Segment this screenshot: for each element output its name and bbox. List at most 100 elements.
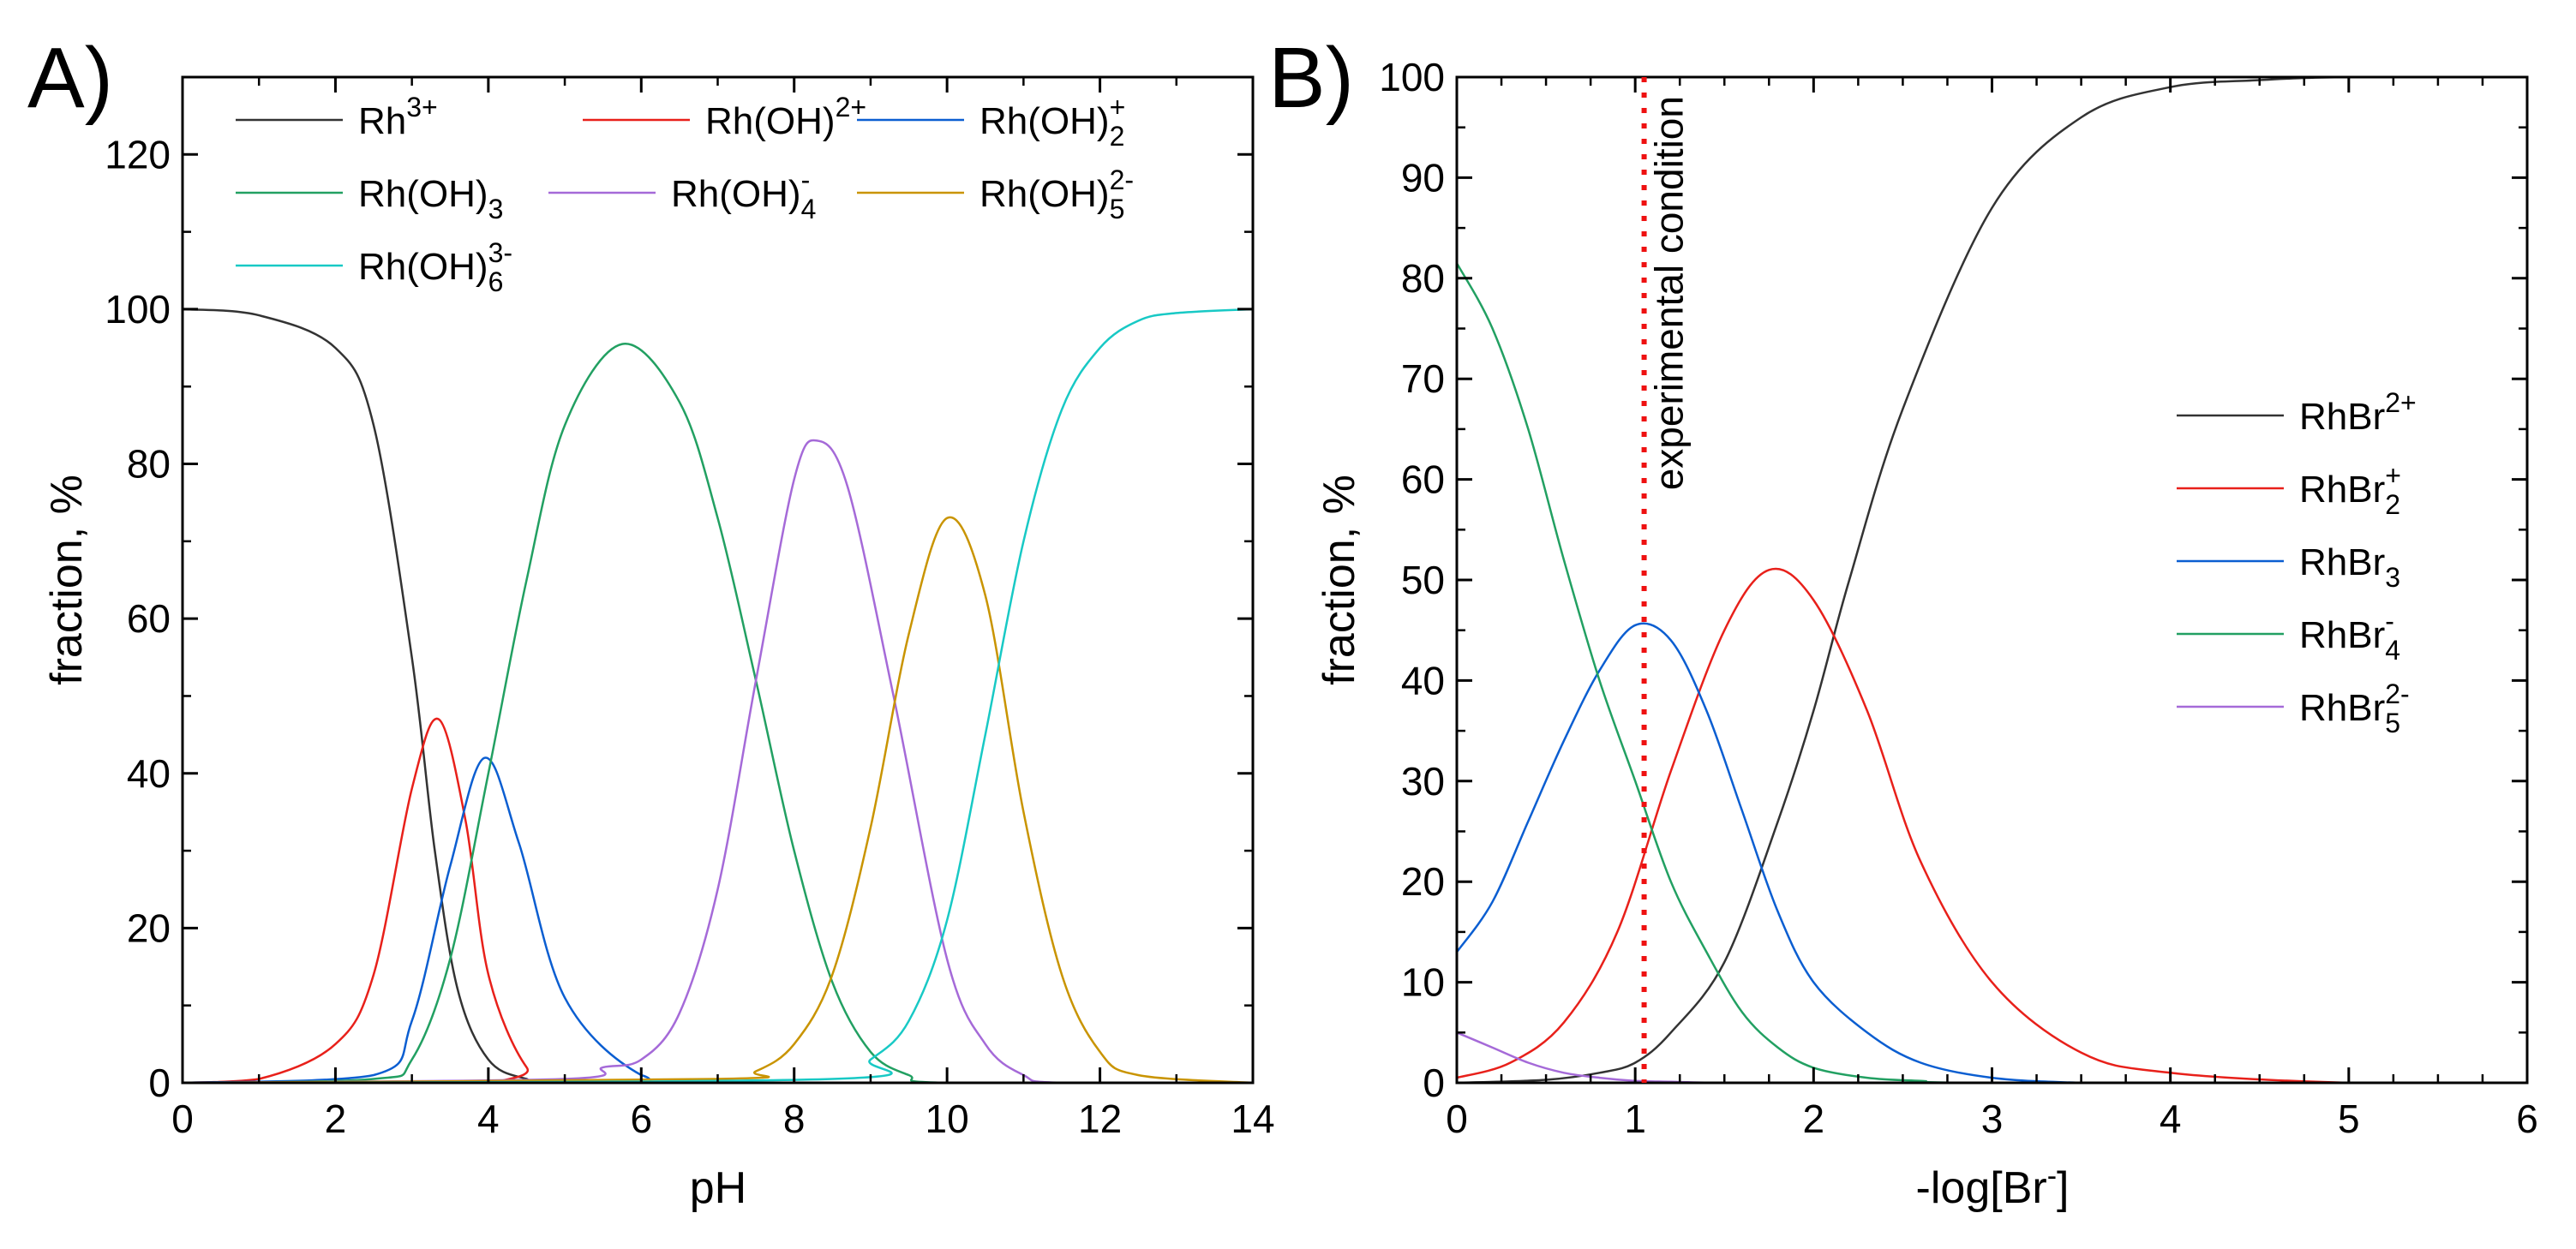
legend-label-sub: 2 <box>1110 121 1125 152</box>
y-tick-label: 30 <box>1401 759 1445 804</box>
legend-label-base: RhBr <box>2299 614 2385 656</box>
x-tick-label: 8 <box>783 1097 806 1141</box>
series-line-b-0 <box>1456 75 2528 1085</box>
x-tick-label: 10 <box>926 1097 969 1141</box>
x-tick-label: 0 <box>171 1097 194 1141</box>
series-line-a-6 <box>182 308 1254 1085</box>
legend-label-base: Rh(OH) <box>705 100 836 142</box>
x-tick-label: 12 <box>1078 1097 1122 1141</box>
y-tick-label: 100 <box>1379 55 1445 99</box>
legend-label-base: RhBr <box>2299 469 2385 511</box>
legend-label: Rh(OH)3-6 <box>358 237 512 297</box>
legend-label: RhBr2-5 <box>2299 678 2410 738</box>
y-tick-label: 80 <box>127 442 171 487</box>
legend-label-base: Rh(OH) <box>671 173 801 215</box>
panel-a-label: A) <box>27 30 113 126</box>
legend-label-sup: 2+ <box>836 92 866 123</box>
legend-label-sub: 3 <box>488 194 504 224</box>
y-tick-label: 20 <box>1401 859 1445 904</box>
legend-label-sub: 5 <box>1110 194 1125 224</box>
legend-label: RhBr+ 2 <box>2299 460 2401 520</box>
legend-label-base: Rh <box>358 100 406 142</box>
legend-label-sup: 3+ <box>406 92 437 123</box>
legend-label-sup: - <box>2385 606 2394 636</box>
x-tick-label: 4 <box>477 1097 500 1141</box>
legend-label: Rh3+ <box>358 92 438 142</box>
panel-a-legend: Rh3+ Rh(OH)2+ Rh(OH)+ 2Rh(OH)3 Rh(OH)-4 Rh(OH… <box>236 92 1134 297</box>
series-line-a-0 <box>182 308 1253 1085</box>
series-line-a-4 <box>182 439 1253 1085</box>
legend-label: RhBr-4 <box>2299 606 2400 666</box>
panel-b-ylabel: fraction, % <box>1315 475 1364 685</box>
legend-label-sup: 2- <box>1110 164 1134 195</box>
legend-label-sub: 3 <box>2385 562 2400 593</box>
legend-label-sub: 4 <box>801 194 817 224</box>
panel-b-label: B) <box>1268 30 1354 126</box>
panel-a-xlabel: pH <box>690 1163 746 1213</box>
legend-label-sub: 5 <box>2385 708 2400 738</box>
y-tick-label: 0 <box>1423 1061 1445 1105</box>
legend-label: Rh(OH)-4 <box>671 164 816 224</box>
series-line-a-3 <box>182 343 1253 1085</box>
legend-label-sup: + <box>2385 460 2401 491</box>
panel-a-chart: A) 0 2 4 6 8 10 12 14 0 20 40 60 80 100 120 pH fractio… <box>27 30 1275 1213</box>
legend-label-base: Rh(OH) <box>979 100 1110 142</box>
y-tick-label: 50 <box>1401 558 1445 602</box>
panel-a-axes-frame <box>181 75 1255 1085</box>
y-tick-label: 100 <box>105 287 171 332</box>
y-tick-label: 80 <box>1401 256 1445 301</box>
x-tick-label: 3 <box>1981 1097 2004 1141</box>
legend-label-base: Rh(OH) <box>358 173 488 215</box>
y-tick-label: 40 <box>1401 658 1445 702</box>
y-tick-label: 60 <box>1401 457 1445 502</box>
x-tick-label: 4 <box>2160 1097 2182 1141</box>
panel-a-series <box>182 308 1254 1085</box>
legend-label: Rh(OH)3 <box>358 173 503 224</box>
panel-a-ticks: 0 2 4 6 8 10 12 14 0 20 40 60 80 100 120 <box>105 75 1275 1141</box>
legend-label-base: RhBr <box>2299 396 2385 438</box>
legend-label-sub: 6 <box>488 266 504 297</box>
panel-a-ylabel: fraction, % <box>42 475 92 685</box>
y-tick-label: 60 <box>127 596 171 641</box>
legend-label-sub: 4 <box>2385 635 2400 666</box>
y-tick-label: 90 <box>1401 155 1445 200</box>
x-tick-label: 2 <box>1803 1097 1825 1141</box>
experimental-condition-label: experimental condition <box>1647 96 1692 490</box>
legend-label: RhBr3 <box>2299 541 2400 593</box>
y-tick-label: 10 <box>1401 960 1445 1005</box>
x-tick-label: 2 <box>325 1097 347 1141</box>
panel-b-xlabel-end: ] <box>2057 1163 2069 1213</box>
legend-label-sup: - <box>801 164 811 195</box>
panel-b-xlabel-main: -log[Br <box>1916 1163 2047 1213</box>
legend-label-sub: 2 <box>2385 489 2400 520</box>
series-line-a-5 <box>182 516 1254 1085</box>
y-tick-label: 40 <box>127 751 171 796</box>
panel-b-xlabel-sup: - <box>2047 1160 2057 1192</box>
y-tick-label: 70 <box>1401 356 1445 401</box>
legend-label: Rh(OH)+ 2 <box>979 92 1125 152</box>
legend-label: Rh(OH)2-5 <box>979 164 1134 224</box>
series-line-a-2 <box>182 756 1253 1085</box>
y-tick-label: 120 <box>105 132 171 176</box>
legend-label: Rh(OH)2+ <box>705 92 866 142</box>
series-line-a-1 <box>182 717 1253 1085</box>
panel-b-xlabel: -log[Br-] <box>1916 1160 2070 1213</box>
legend-label-base: Rh(OH) <box>358 246 488 288</box>
x-tick-label: 6 <box>2516 1097 2538 1141</box>
legend-label-base: Rh(OH) <box>979 173 1110 215</box>
legend-label-sup: 2- <box>2385 678 2409 709</box>
legend-label-base: RhBr <box>2299 687 2385 729</box>
y-tick-label: 0 <box>148 1061 171 1105</box>
x-tick-label: 14 <box>1231 1097 1274 1141</box>
x-tick-label: 5 <box>2338 1097 2360 1141</box>
panel-b-annotation: experimental condition <box>1641 77 1692 1083</box>
y-tick-label: 20 <box>127 905 171 950</box>
legend-label-base: RhBr <box>2299 541 2385 583</box>
legend-label-sup: 2+ <box>2385 387 2416 418</box>
x-tick-label: 0 <box>1446 1097 1468 1141</box>
x-tick-label: 6 <box>630 1097 652 1141</box>
